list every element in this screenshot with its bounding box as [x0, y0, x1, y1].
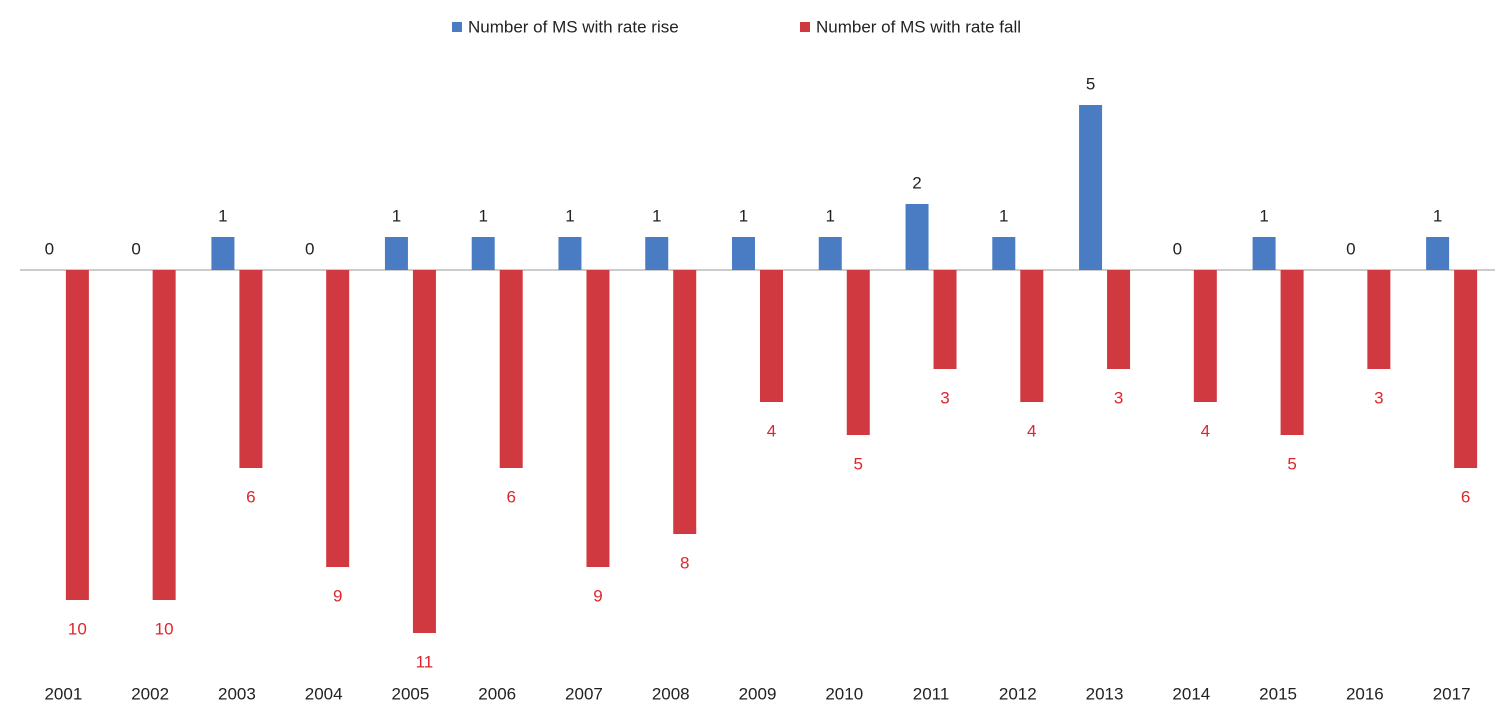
- data-label: 1: [652, 206, 661, 225]
- data-label: 0: [45, 239, 54, 258]
- data-label: 10: [155, 619, 174, 638]
- data-label: 1: [826, 206, 835, 225]
- bar: [152, 270, 176, 600]
- data-label: 4: [1027, 421, 1036, 440]
- x-tick-label: 2016: [1346, 684, 1384, 703]
- data-label: 5: [1287, 454, 1296, 473]
- bar: [1020, 270, 1044, 402]
- data-label: 9: [333, 586, 342, 605]
- x-tick-label: 2007: [565, 684, 603, 703]
- data-label: 0: [1346, 239, 1355, 258]
- x-tick-label: 2004: [305, 684, 343, 703]
- bar: [1079, 105, 1103, 270]
- bar: [1252, 237, 1276, 270]
- bar: [673, 270, 697, 534]
- data-label: 1: [1433, 206, 1442, 225]
- data-label: 5: [854, 454, 863, 473]
- x-tick-label: 2015: [1259, 684, 1297, 703]
- bar: [1367, 270, 1391, 369]
- x-tick-label: 2017: [1433, 684, 1471, 703]
- data-label: 1: [565, 206, 574, 225]
- x-tick-label: 2001: [44, 684, 82, 703]
- bar: [732, 237, 755, 270]
- bar: [384, 237, 408, 270]
- bar: [645, 237, 669, 270]
- bar: [846, 270, 870, 435]
- bar: [1426, 237, 1450, 270]
- bar: [326, 270, 350, 567]
- x-tick-label: 2011: [913, 684, 950, 703]
- data-label: 4: [1201, 421, 1210, 440]
- bar: [1193, 270, 1217, 402]
- data-label: 6: [246, 487, 255, 506]
- data-label: 3: [940, 388, 949, 407]
- data-label: 0: [131, 239, 140, 258]
- x-tick-label: 2014: [1172, 684, 1210, 703]
- data-label: 11: [416, 652, 434, 671]
- data-label: 3: [1114, 388, 1123, 407]
- data-label: 5: [1086, 74, 1095, 93]
- bar: [558, 237, 582, 270]
- x-tick-label: 2013: [1086, 684, 1124, 703]
- bar: [760, 270, 783, 402]
- bar: [933, 270, 957, 369]
- legend-label: Number of MS with rate rise: [468, 17, 679, 36]
- bar: [1280, 270, 1304, 435]
- x-tick-label: 2003: [218, 684, 256, 703]
- data-label: 0: [1173, 239, 1182, 258]
- x-tick-label: 2012: [999, 684, 1037, 703]
- data-label: 8: [680, 553, 689, 572]
- bar: [1107, 270, 1131, 369]
- data-label: 3: [1374, 388, 1383, 407]
- x-tick-label: 2010: [825, 684, 863, 703]
- x-tick-label: 2005: [392, 684, 430, 703]
- bar: [818, 237, 842, 270]
- data-label: 9: [593, 586, 602, 605]
- data-label: 1: [392, 206, 401, 225]
- data-label: 6: [506, 487, 515, 506]
- legend-swatch: [800, 22, 810, 32]
- bar: [586, 270, 610, 567]
- x-tick-label: 2009: [739, 684, 777, 703]
- data-label: 10: [68, 619, 87, 638]
- bar: [239, 270, 263, 468]
- data-label: 1: [999, 206, 1008, 225]
- legend-swatch: [452, 22, 462, 32]
- bar: [471, 237, 495, 270]
- bar: [211, 237, 235, 270]
- bar: [992, 237, 1016, 270]
- data-label: 1: [739, 206, 748, 225]
- bar: [905, 204, 929, 270]
- data-label: 1: [478, 206, 487, 225]
- data-label: 1: [218, 206, 227, 225]
- data-label: 4: [767, 421, 776, 440]
- data-label: 0: [305, 239, 314, 258]
- bar: [412, 270, 436, 633]
- x-tick-label: 2008: [652, 684, 690, 703]
- data-label: 2: [912, 173, 921, 192]
- bar: [1454, 270, 1478, 468]
- bar: [65, 270, 89, 600]
- data-label: 6: [1461, 487, 1470, 506]
- x-tick-label: 2002: [131, 684, 169, 703]
- x-tick-label: 2006: [478, 684, 516, 703]
- bar: [499, 270, 523, 468]
- legend-label: Number of MS with rate fall: [816, 17, 1021, 36]
- data-label: 1: [1259, 206, 1268, 225]
